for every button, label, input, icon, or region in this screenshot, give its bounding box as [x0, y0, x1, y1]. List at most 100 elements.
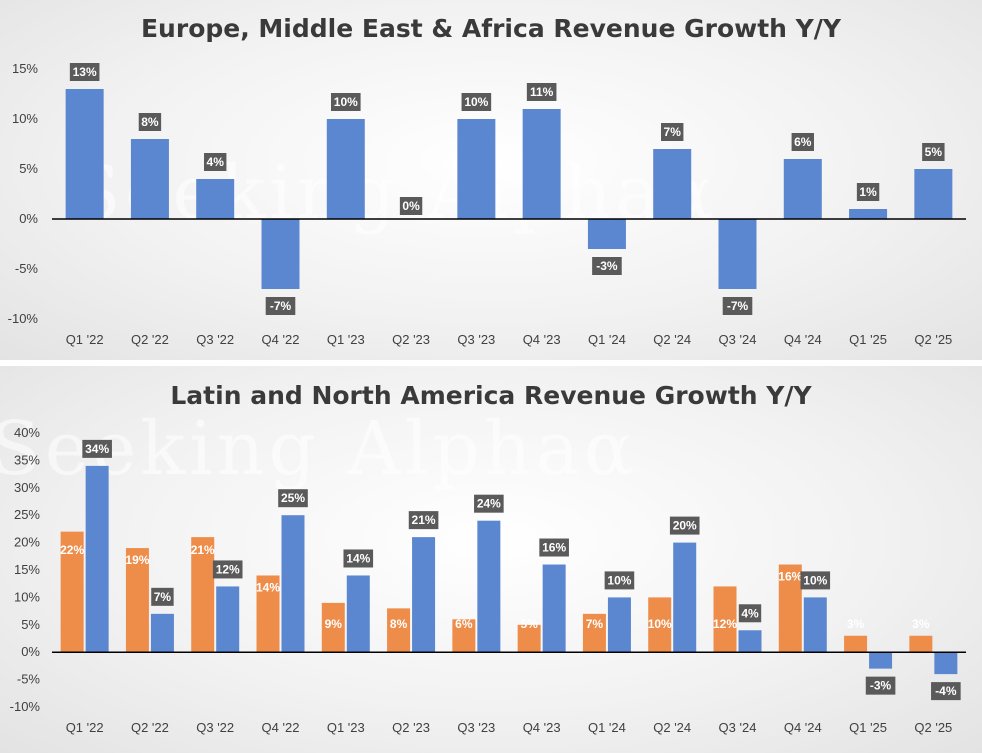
x-category-label: Q2 '22: [131, 332, 169, 347]
chart-separator: [0, 360, 982, 366]
americas-chart-title: Latin and North America Revenue Growth Y…: [170, 381, 812, 410]
data-label: 0%: [402, 199, 420, 213]
bar-1-0-2: [191, 537, 215, 653]
x-category-label: Q4 '24: [784, 332, 822, 347]
x-category-label: Q4 '22: [262, 332, 300, 347]
bar-1-0-3: [256, 575, 280, 653]
bar-0-0-2: [196, 179, 235, 219]
x-category-label: Q2 '23: [392, 332, 430, 347]
bar-1-1-6: [477, 520, 501, 653]
bar-0-0-7: [522, 109, 561, 219]
x-category-label: Q2 '25: [914, 720, 952, 735]
y-tick-label: 15%: [14, 562, 40, 577]
data-label: 5%: [520, 617, 538, 631]
data-label-box: [138, 113, 162, 131]
data-label-box: [343, 549, 374, 568]
data-label-box: [539, 538, 569, 557]
data-label: 8%: [141, 115, 159, 129]
data-label-box: [461, 93, 492, 111]
data-label: 21%: [191, 543, 215, 557]
bar-0-0-10: [718, 219, 757, 289]
data-label-box: [922, 143, 945, 161]
y-tick-label: 10%: [14, 589, 40, 604]
bar-1-0-10: [713, 586, 737, 653]
x-category-label: Q2 '23: [392, 720, 430, 735]
x-category-label: Q3 '22: [196, 332, 234, 347]
data-label-box: [399, 197, 423, 215]
bar-1-1-12: [869, 652, 893, 669]
bar-0-0-6: [457, 119, 496, 219]
data-label-box: [408, 511, 439, 530]
data-label: -4%: [935, 684, 957, 698]
x-category-label: Q1 '22: [66, 332, 104, 347]
data-label: 10%: [803, 573, 827, 587]
data-label: 14%: [346, 551, 370, 565]
data-label: 25%: [281, 491, 305, 505]
bar-1-1-1: [150, 613, 174, 653]
y-tick-label: 5%: [19, 161, 38, 176]
y-tick-label: 25%: [14, 507, 40, 522]
data-label-box: [69, 63, 100, 81]
data-label: -3%: [596, 259, 618, 273]
data-label: 7%: [154, 590, 172, 604]
data-label-box: [265, 297, 296, 315]
data-label-box: [722, 297, 753, 315]
data-label-box: [856, 183, 880, 201]
data-label-box: [931, 682, 961, 701]
x-category-label: Q3 '23: [457, 720, 495, 735]
bar-0-0-4: [326, 119, 365, 219]
data-label: 4%: [207, 155, 225, 169]
bar-1-0-12: [844, 635, 868, 653]
x-category-label: Q1 '25: [849, 332, 887, 347]
data-label-box: [82, 439, 112, 458]
x-category-label: Q1 '22: [66, 720, 104, 735]
data-label: 10%: [334, 95, 358, 109]
data-label: 14%: [256, 580, 280, 594]
y-tick-label: 20%: [14, 535, 40, 550]
y-tick-label: 0%: [21, 644, 40, 659]
x-category-label: Q3 '22: [196, 720, 234, 735]
y-tick-label: -5%: [17, 672, 41, 687]
bar-1-1-8: [607, 597, 631, 653]
y-tick-label: 30%: [14, 480, 40, 495]
data-label-box: [330, 93, 361, 111]
x-category-label: Q1 '24: [588, 720, 626, 735]
data-label: -3%: [870, 679, 892, 693]
data-label: 4%: [741, 606, 759, 620]
x-category-label: Q1 '23: [327, 332, 365, 347]
data-label-box: [791, 133, 814, 151]
x-category-label: Q2 '22: [131, 720, 169, 735]
x-category-label: Q1 '25: [849, 720, 887, 735]
bar-1-0-13: [909, 635, 933, 653]
data-label: -7%: [727, 299, 749, 313]
data-label: 13%: [73, 65, 97, 79]
y-tick-label: 0%: [19, 211, 38, 226]
y-tick-label: -10%: [10, 699, 41, 714]
emea-chart-panel: Seeking Alphaα Europe, Middle East & Afr…: [0, 0, 982, 360]
x-category-label: Q3 '24: [719, 720, 757, 735]
x-category-label: Q2 '24: [653, 332, 691, 347]
data-label: 10%: [464, 95, 488, 109]
bar-1-1-7: [542, 564, 566, 653]
bar-1-0-0: [60, 531, 84, 653]
bar-0-0-11: [783, 159, 822, 219]
data-label: 1%: [859, 185, 877, 199]
data-label: 20%: [673, 519, 697, 533]
bar-0-0-0: [65, 89, 104, 219]
bar-1-1-10: [738, 630, 762, 653]
bar-0-0-13: [914, 169, 953, 219]
data-label-box: [212, 560, 243, 579]
data-label: 12%: [216, 562, 240, 576]
data-label-box: [474, 494, 504, 513]
data-label-box: [151, 587, 174, 606]
y-tick-label: 15%: [12, 61, 38, 76]
y-tick-label: 10%: [12, 111, 38, 126]
data-label: 19%: [125, 553, 149, 567]
data-label: 3%: [912, 617, 930, 631]
emea-chart-plot: 15% 10% 5% 0% -5% -10% 13% 8% 4% -7% 10% 0% 10% 11% -3…: [8, 61, 966, 347]
x-category-label: Q3 '23: [457, 332, 495, 347]
x-category-label: Q4 '23: [523, 332, 561, 347]
y-tick-label: -10%: [8, 311, 39, 326]
americas-chart-panel: Seeking Alphaα Latin and North America R…: [0, 366, 982, 753]
bar-1-1-2: [216, 586, 240, 653]
